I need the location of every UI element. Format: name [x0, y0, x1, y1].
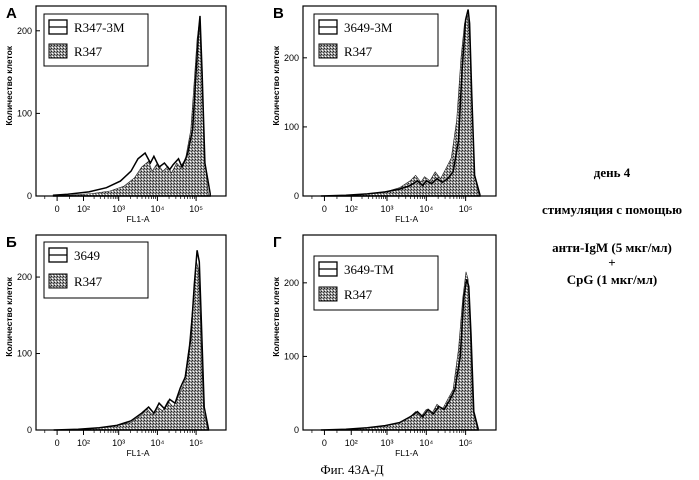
x-tick-label: 10² — [77, 438, 90, 448]
figure-caption: Фиг. 43А-Д — [320, 462, 383, 477]
x-tick-label: 10² — [77, 204, 90, 214]
y-tick-label: 0 — [294, 191, 299, 201]
legend-swatch-filled — [49, 44, 67, 58]
y-tick-label: 200 — [17, 26, 32, 36]
x-axis-label: FL1-A — [126, 214, 149, 224]
y-tick-label: 100 — [17, 108, 32, 118]
x-tick-label: 0 — [322, 438, 327, 448]
x-axis-label: FL1-A — [395, 448, 418, 458]
y-tick-label: 200 — [284, 278, 299, 288]
y-axis-label: Количество клеток — [271, 276, 281, 356]
x-tick-label: 0 — [55, 438, 60, 448]
y-axis-label: Количество клеток — [4, 276, 14, 356]
histogram-panel: Б 0 100 200Количество клеток 0 10² 10³ 10⁴ 10⁵ FL… — [4, 234, 226, 458]
legend-label: R347 — [344, 44, 373, 59]
histogram-panel: A 0 100 200Количество клеток 0 10² 10³ 10⁴ 10⁵ FL… — [4, 5, 226, 224]
legend-label: 3649 — [74, 248, 100, 263]
legend-label: 3649-3M — [344, 20, 393, 35]
legend-label: 3649-TM — [344, 262, 394, 277]
y-tick-label: 0 — [294, 425, 299, 435]
y-axis-label: Количество клеток — [4, 45, 14, 125]
x-tick-label: 10⁵ — [189, 204, 203, 214]
side-text-line1: день 4 — [594, 165, 631, 180]
y-axis-label: Количество клеток — [271, 45, 281, 125]
y-tick-label: 200 — [17, 272, 32, 282]
legend-swatch-filled — [319, 287, 337, 301]
panel-letter: Г — [273, 234, 282, 251]
x-tick-label: 10³ — [112, 204, 125, 214]
legend-label: R347 — [344, 287, 373, 302]
x-tick-label: 10⁵ — [459, 438, 473, 448]
x-tick-label: 10⁴ — [150, 204, 164, 214]
panel-letter: Б — [6, 234, 17, 251]
y-tick-label: 100 — [284, 351, 299, 361]
histogram-panel: B 0 100 200Количество клеток 0 10² 10³ 10⁴ 10⁵ FL… — [271, 5, 496, 224]
x-tick-label: 10³ — [380, 438, 393, 448]
x-tick-label: 10³ — [112, 438, 125, 448]
y-tick-label: 200 — [284, 53, 299, 63]
panel-letter: A — [6, 5, 17, 22]
x-tick-label: 10⁴ — [419, 204, 433, 214]
x-axis-label: FL1-A — [395, 214, 418, 224]
side-text-line2: стимуляция с помощью — [542, 202, 682, 217]
x-tick-label: 10⁴ — [419, 438, 433, 448]
legend-label: R347-3M — [74, 20, 125, 35]
histogram-panel: Г 0 100 200Количество клеток 0 10² 10³ 10⁴ 10⁵ FL… — [271, 234, 496, 458]
x-tick-label: 0 — [55, 204, 60, 214]
side-text-line3: анти-IgM (5 мкг/мл) — [552, 240, 672, 255]
y-tick-label: 0 — [27, 425, 32, 435]
y-tick-label: 100 — [17, 349, 32, 359]
x-tick-label: 10⁵ — [189, 438, 203, 448]
x-tick-label: 10⁵ — [459, 204, 473, 214]
legend-label: R347 — [74, 44, 103, 59]
x-tick-label: 10⁴ — [150, 438, 164, 448]
x-tick-label: 10² — [345, 438, 358, 448]
legend-label: R347 — [74, 274, 103, 289]
x-axis-label: FL1-A — [126, 448, 149, 458]
x-tick-label: 10² — [345, 204, 358, 214]
legend-swatch-filled — [319, 44, 337, 58]
y-tick-label: 100 — [284, 122, 299, 132]
y-tick-label: 0 — [27, 191, 32, 201]
side-text-line5: CpG (1 мкг/мл) — [567, 272, 657, 287]
panel-letter: B — [273, 5, 284, 22]
x-tick-label: 10³ — [380, 204, 393, 214]
x-tick-label: 0 — [322, 204, 327, 214]
side-text-line4: + — [608, 255, 615, 270]
legend-swatch-filled — [49, 274, 67, 288]
